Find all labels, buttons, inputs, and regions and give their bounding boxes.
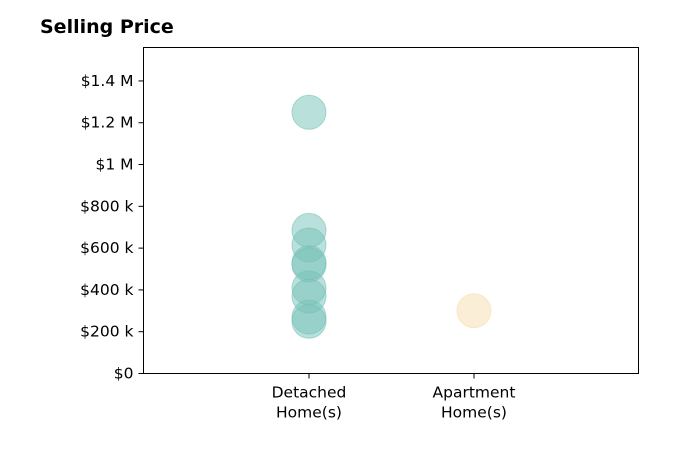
y-axis: $0 $200 k $400 k $600 k $800 k $1 M $1.2 M $1.4… [80, 72, 144, 383]
data-point [291, 94, 327, 130]
plot-frame [143, 47, 639, 374]
chart-title: Selling Price [40, 16, 174, 38]
y-tick-label: $1.4 M [81, 72, 134, 90]
y-tick-label: $600 k [80, 239, 133, 257]
data-point [291, 303, 327, 339]
y-tick-label: $800 k [80, 197, 133, 215]
x-axis: Detached Home(s) Apartment Home(s) [272, 373, 516, 422]
y-tick-label: $200 k [80, 323, 133, 341]
y-tick-label: $1.2 M [81, 114, 134, 132]
y-tick-label: $400 k [80, 281, 133, 299]
data-point [456, 293, 492, 329]
data-points [291, 94, 492, 339]
y-tick-label: $0 [114, 365, 134, 383]
x-tick-label: Detached Home(s) [272, 384, 347, 422]
y-tick-label: $1 M [95, 156, 133, 174]
x-tick-label: Apartment Home(s) [433, 384, 516, 422]
